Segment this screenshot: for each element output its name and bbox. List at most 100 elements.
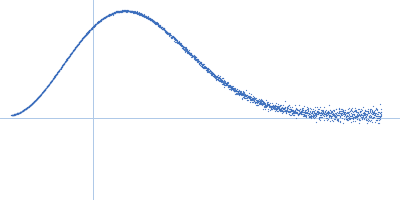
Point [265, 109, 272, 112]
Point [186, 51, 193, 55]
Point [282, 109, 288, 113]
Point [282, 105, 289, 108]
Point [360, 112, 366, 115]
Point [258, 101, 264, 104]
Point [250, 98, 257, 101]
Point [130, 10, 136, 13]
Point [338, 113, 344, 116]
Point [89, 26, 96, 29]
Point [193, 58, 199, 61]
Point [199, 62, 205, 65]
Point [251, 97, 258, 100]
Point [336, 114, 342, 117]
Point [376, 115, 383, 118]
Point [376, 121, 382, 124]
Point [86, 28, 93, 32]
Point [252, 100, 258, 103]
Point [174, 40, 180, 43]
Point [148, 19, 155, 22]
Point [272, 103, 278, 106]
Point [242, 93, 248, 96]
Point [324, 113, 330, 117]
Point [336, 106, 342, 109]
Point [158, 26, 164, 29]
Point [343, 112, 350, 115]
Point [121, 9, 127, 12]
Point [181, 46, 187, 49]
Point [36, 94, 43, 97]
Point [56, 68, 63, 71]
Point [166, 33, 172, 36]
Point [18, 110, 24, 114]
Point [211, 75, 218, 78]
Point [139, 14, 146, 17]
Point [316, 117, 323, 120]
Point [328, 110, 334, 114]
Point [68, 52, 74, 55]
Point [128, 10, 134, 13]
Point [30, 101, 36, 105]
Point [330, 111, 336, 114]
Point [85, 30, 92, 33]
Point [64, 57, 70, 60]
Point [241, 93, 247, 96]
Point [226, 84, 232, 88]
Point [43, 86, 49, 89]
Point [71, 47, 78, 50]
Point [378, 107, 384, 110]
Point [105, 14, 111, 17]
Point [142, 16, 149, 19]
Point [194, 59, 200, 62]
Point [281, 106, 287, 109]
Point [68, 53, 74, 56]
Point [337, 112, 343, 115]
Point [124, 10, 130, 13]
Point [322, 112, 329, 115]
Point [329, 110, 336, 113]
Point [162, 30, 168, 33]
Point [88, 26, 95, 30]
Point [150, 19, 156, 23]
Point [216, 76, 222, 79]
Point [151, 20, 158, 23]
Point [31, 100, 37, 103]
Point [152, 21, 158, 24]
Point [97, 19, 104, 23]
Point [348, 115, 354, 118]
Point [16, 111, 22, 114]
Point [106, 14, 112, 17]
Point [243, 88, 249, 91]
Point [244, 95, 250, 98]
Point [28, 103, 34, 106]
Point [348, 111, 354, 114]
Point [147, 18, 153, 21]
Point [274, 105, 280, 108]
Point [372, 111, 378, 114]
Point [374, 116, 381, 119]
Point [338, 114, 344, 117]
Point [110, 12, 116, 15]
Point [93, 22, 99, 25]
Point [126, 9, 132, 12]
Point [158, 25, 165, 29]
Point [362, 112, 368, 115]
Point [372, 121, 378, 124]
Point [285, 112, 292, 115]
Point [13, 112, 20, 115]
Point [74, 43, 80, 46]
Point [67, 53, 73, 57]
Point [126, 10, 132, 13]
Point [371, 110, 377, 113]
Point [341, 110, 348, 114]
Point [161, 28, 167, 32]
Point [177, 43, 183, 46]
Point [245, 95, 251, 99]
Point [297, 111, 303, 114]
Point [155, 24, 162, 27]
Point [192, 55, 198, 59]
Point [119, 9, 126, 13]
Point [44, 86, 50, 89]
Point [54, 71, 61, 74]
Point [271, 105, 278, 109]
Point [100, 17, 106, 20]
